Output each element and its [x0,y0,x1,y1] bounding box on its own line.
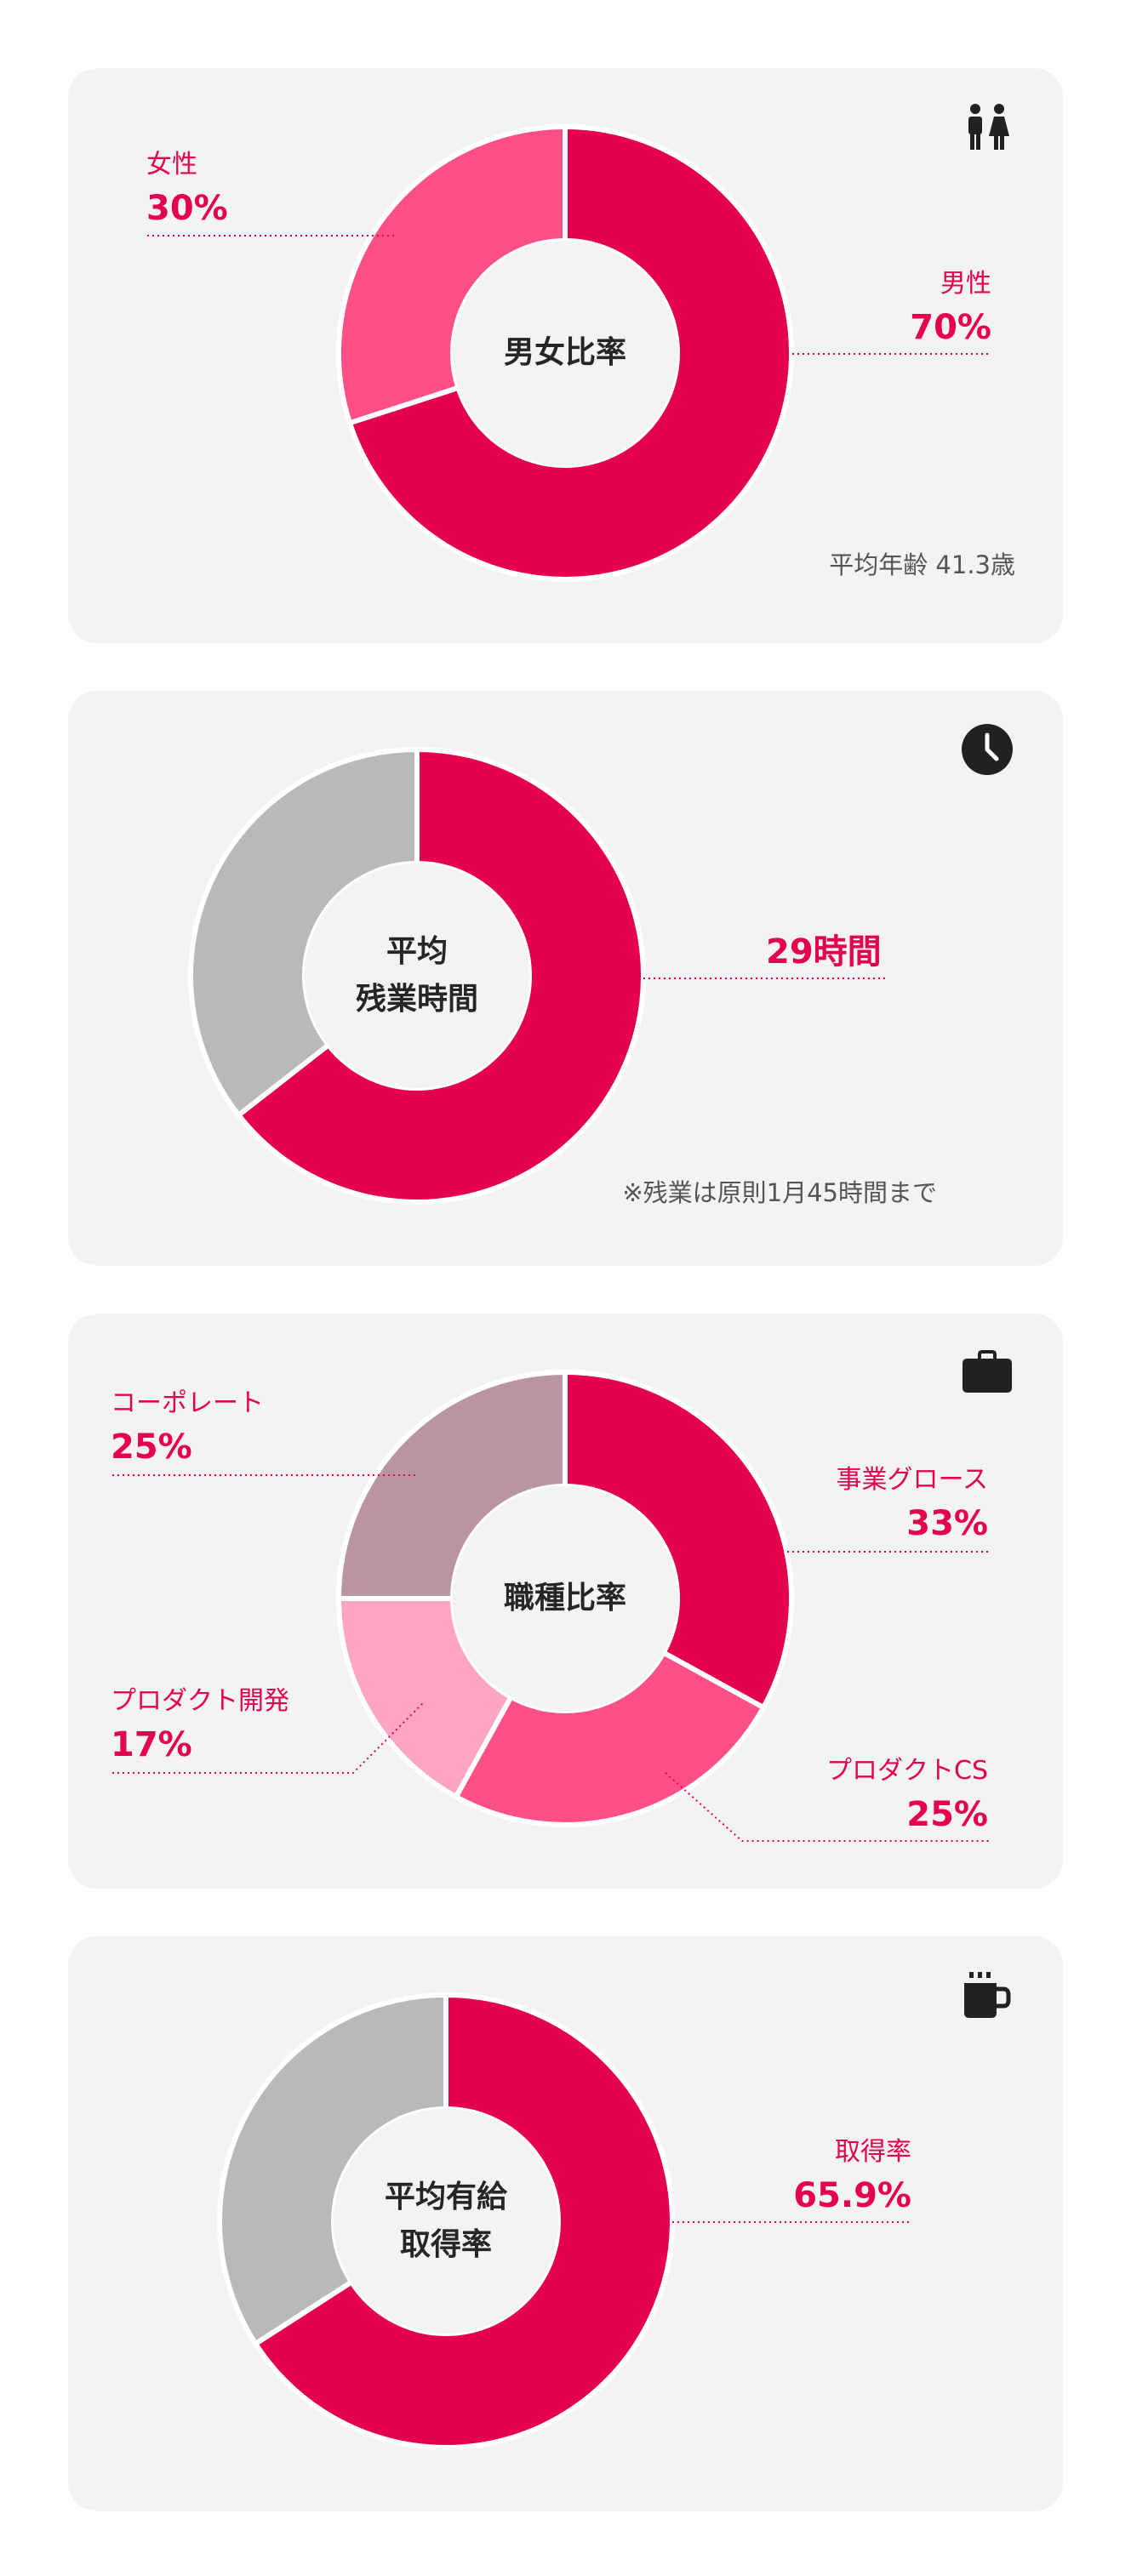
cs-percent: 25% [906,1795,988,1834]
job-type-donut-chart [112,1370,989,1842]
gender-donut-chart [147,124,991,582]
growth-percent: 33% [906,1504,988,1543]
dev-percent: 17% [111,1725,192,1764]
donut-slice-remainder [217,1992,448,2346]
clock-icon [961,723,1014,776]
overtime-card: 平均 残業時間 29時間 ※残業は原則1月45時間まで [68,691,1063,1266]
cs-label: プロダクトCS [826,1756,988,1786]
dev-leader-line [112,1701,425,1774]
corporate-label: コーポレート [111,1388,264,1418]
dev-label: プロダクト開発 [111,1686,289,1716]
female-label: 女性 [146,150,197,180]
gender-chart-title: 男女比率 [503,335,626,370]
donut-hole [334,2109,558,2334]
coffee-mug-icon [961,1969,1014,2021]
gender-ratio-card: 男女比率 女性 30% 男性 70% 平均年齢 41.3歳 [68,68,1063,643]
briefcase-icon [961,1346,1014,1399]
donut-hole [453,241,677,465]
leave-rate-value: 65.9% [793,2176,911,2215]
corporate-percent: 25% [111,1428,192,1467]
donut-hole [453,1486,677,1711]
cs-leader-line [665,1772,989,1842]
overtime-chart-title: 平均 残業時間 [355,934,478,1017]
paid-leave-donut-chart [217,1992,911,2450]
job-type-chart-title: 職種比率 [503,1581,626,1616]
overtime-note: ※残業は原則1月45時間まで [622,1178,937,1207]
paid-leave-card: 平均有給 取得率 取得率 65.9% [68,1936,1063,2511]
growth-label: 事業グロース [836,1465,989,1495]
donut-hole [305,863,529,1088]
female-percent: 30% [146,189,228,228]
average-age-note: 平均年齢 41.3歳 [829,550,1015,579]
male-percent: 70% [910,308,991,347]
restroom-icon [961,100,1014,153]
job-type-card: 職種比率 コーポレート 25% 事業グロース 33% プロダクト開発 17% プ… [68,1314,1063,1889]
overtime-donut-chart [188,747,885,1205]
leave-rate-label: 取得率 [835,2137,911,2167]
male-label: 男性 [940,269,991,299]
paid-leave-chart-title: 平均有給 取得率 [384,2180,507,2262]
overtime-value: 29時間 [766,932,882,972]
